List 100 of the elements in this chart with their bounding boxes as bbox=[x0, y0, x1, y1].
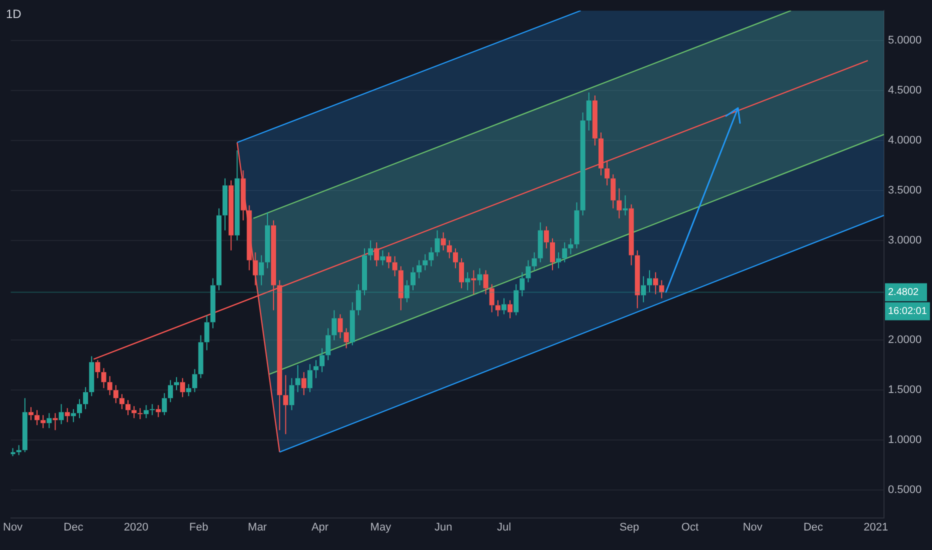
candlestick bbox=[150, 404, 155, 416]
x-tick-label: Oct bbox=[681, 522, 699, 534]
candlestick bbox=[89, 356, 94, 397]
candlestick bbox=[659, 280, 664, 299]
candlestick bbox=[428, 246, 434, 267]
candlestick bbox=[392, 256, 398, 277]
candlestick bbox=[258, 254, 264, 286]
ref-line-label: 2.4802 bbox=[888, 286, 920, 298]
candlestick bbox=[604, 160, 610, 186]
candlestick bbox=[501, 298, 506, 315]
candlestick bbox=[653, 272, 658, 295]
candlestick bbox=[52, 412, 58, 431]
candlestick bbox=[622, 194, 628, 216]
candlestick bbox=[58, 404, 64, 425]
candlestick bbox=[168, 380, 173, 403]
candlestick bbox=[465, 272, 470, 291]
x-tick-label: Jun bbox=[434, 522, 452, 534]
y-tick-label: 1.0000 bbox=[888, 434, 922, 446]
candlestick bbox=[289, 378, 294, 411]
candlestick bbox=[240, 170, 246, 221]
candlestick bbox=[592, 95, 598, 146]
candlestick bbox=[640, 276, 646, 303]
candlestick bbox=[380, 250, 386, 266]
y-tick-label: 4.5000 bbox=[888, 84, 922, 97]
x-tick-label: Apr bbox=[311, 522, 329, 534]
candlestick bbox=[10, 448, 16, 457]
y-tick-label: 5.0000 bbox=[888, 34, 922, 47]
candlestick bbox=[550, 238, 555, 271]
candlestick bbox=[508, 300, 513, 319]
candlestick bbox=[452, 248, 458, 269]
candlestick bbox=[616, 188, 622, 219]
candlestick bbox=[113, 384, 118, 404]
y-tick-label: 4.0000 bbox=[888, 134, 922, 146]
candlestick bbox=[252, 252, 258, 286]
x-tick-label: Sep bbox=[620, 522, 640, 534]
candlestick bbox=[186, 384, 192, 397]
candlestick bbox=[338, 314, 343, 339]
candlestick bbox=[22, 398, 28, 453]
candlestick bbox=[204, 314, 210, 351]
candlestick bbox=[580, 112, 586, 216]
candlestick bbox=[446, 240, 452, 259]
candlestick bbox=[216, 208, 222, 291]
x-tick-label: Nov bbox=[3, 522, 24, 534]
candlestick bbox=[422, 254, 428, 271]
candlestick bbox=[544, 226, 549, 249]
y-tick-label: 1.5000 bbox=[888, 384, 922, 396]
candlestick bbox=[471, 270, 476, 295]
candlestick bbox=[556, 252, 562, 269]
x-tick-label: Dec bbox=[64, 522, 84, 534]
candlestick bbox=[126, 400, 130, 416]
candlestick bbox=[634, 250, 640, 309]
candlestick bbox=[283, 374, 288, 435]
candlestick bbox=[598, 132, 604, 176]
candlestick bbox=[313, 360, 318, 379]
x-tick-label: Mar bbox=[248, 522, 268, 534]
candlestick bbox=[398, 266, 404, 311]
candlestick bbox=[368, 240, 374, 261]
candlestick bbox=[610, 174, 616, 209]
candlestick bbox=[301, 372, 306, 396]
candlestick bbox=[459, 258, 464, 289]
candlestick bbox=[64, 408, 70, 423]
candlestick bbox=[320, 348, 325, 373]
candlestick bbox=[440, 232, 446, 251]
candlestick bbox=[76, 398, 82, 419]
candlestick bbox=[628, 204, 634, 266]
candlestick bbox=[132, 406, 137, 419]
candlestick bbox=[374, 242, 380, 267]
candlestick bbox=[174, 376, 180, 391]
candlestick bbox=[434, 230, 440, 257]
candlestick bbox=[356, 284, 361, 316]
candlestick bbox=[350, 302, 355, 346]
candlestick bbox=[162, 392, 167, 416]
candlestick bbox=[416, 260, 422, 279]
candlestick bbox=[344, 328, 349, 349]
candlestick bbox=[586, 92, 592, 131]
candlestick bbox=[538, 222, 543, 263]
candlestick bbox=[562, 242, 568, 263]
x-tick-label: Feb bbox=[189, 522, 208, 534]
candlestick bbox=[144, 404, 149, 419]
candlestick bbox=[107, 376, 112, 396]
candlestick bbox=[410, 266, 416, 291]
candlestick bbox=[198, 334, 204, 379]
y-tick-label: 3.5000 bbox=[888, 184, 922, 196]
candlestick bbox=[138, 408, 143, 420]
candlestick bbox=[386, 252, 392, 269]
y-tick-label: 2.0000 bbox=[888, 334, 922, 346]
candlestick bbox=[46, 412, 52, 429]
x-tick-label: Nov bbox=[742, 522, 763, 534]
candlestick bbox=[362, 248, 368, 296]
candlestick bbox=[101, 368, 106, 389]
candlestick bbox=[70, 408, 76, 423]
x-tick-label: Jul bbox=[496, 522, 512, 534]
candlestick bbox=[404, 280, 410, 303]
y-tick-label: 3.0000 bbox=[888, 234, 922, 246]
x-tick-label: May bbox=[370, 522, 392, 534]
candlestick bbox=[246, 204, 252, 271]
candlestick bbox=[180, 378, 186, 398]
candlestick bbox=[83, 386, 88, 410]
chart-title: 1D bbox=[6, 7, 22, 21]
candlestick bbox=[647, 270, 652, 293]
